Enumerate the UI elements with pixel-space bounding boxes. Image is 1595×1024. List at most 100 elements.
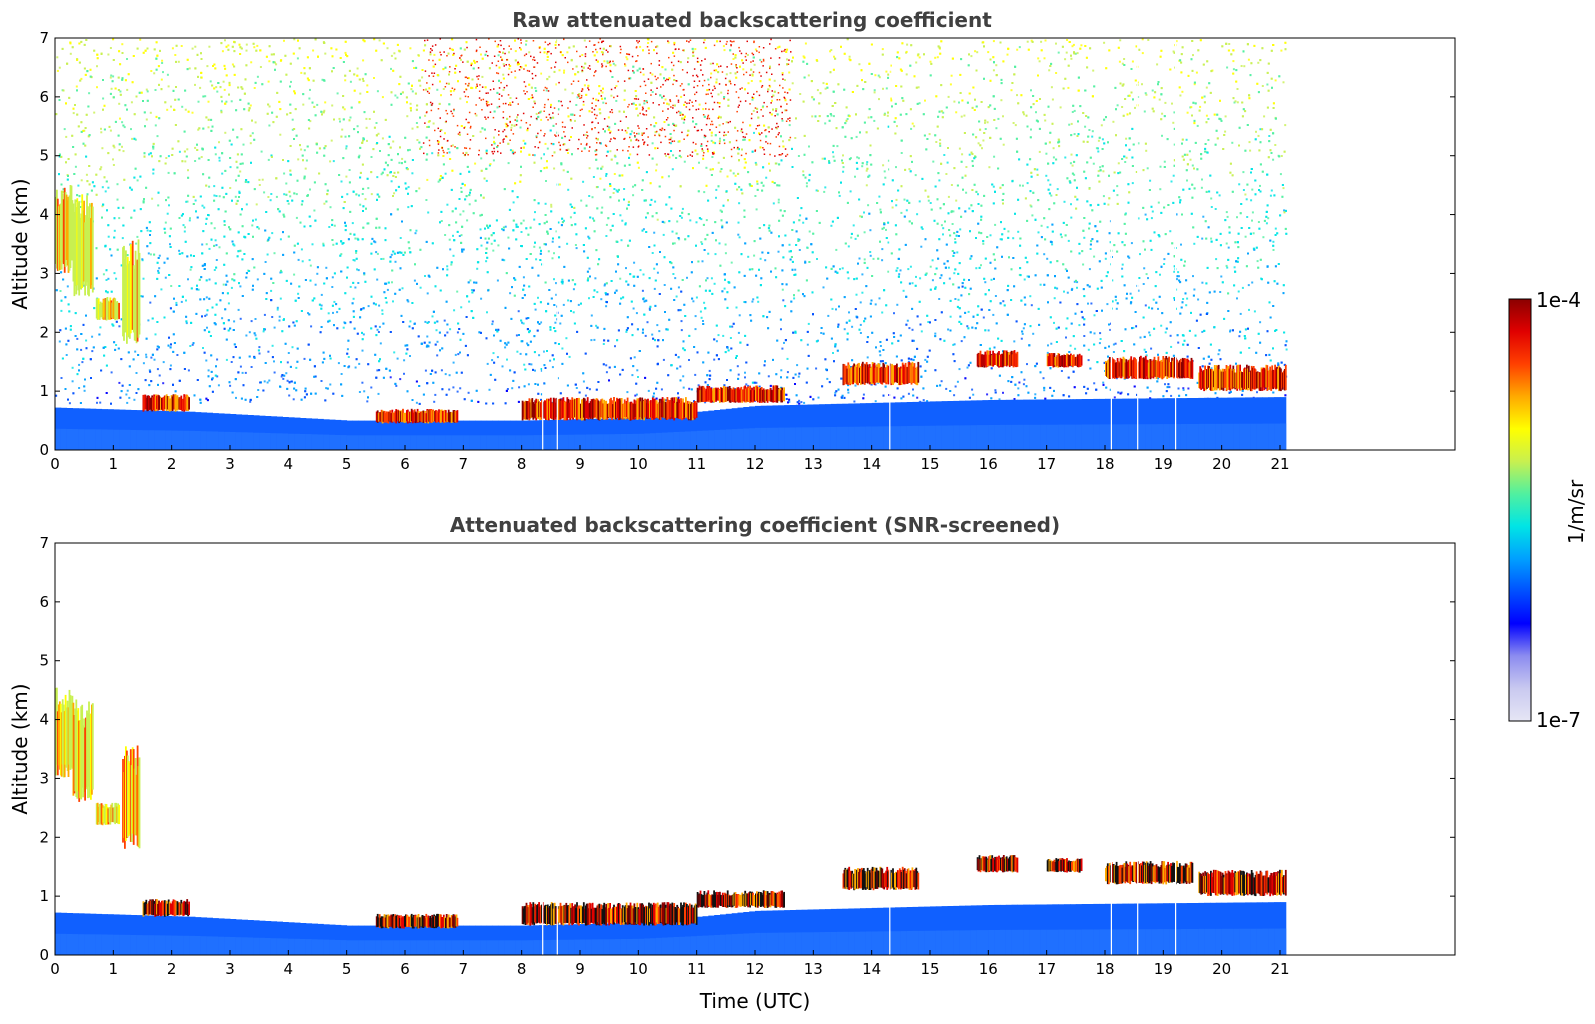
x-tick-label: 19 [1154,960,1173,978]
y-tick-label: 2 [39,323,49,341]
x-tick-label: 0 [50,960,60,978]
screened-panel-title: Attenuated backscattering coefficient (S… [450,513,1060,537]
colorbar-max-label: 1e-4 [1536,288,1581,312]
cloud-layer [72,194,94,297]
cloud-layer [696,385,785,403]
y-tick-label: 4 [39,206,49,224]
cloud-layer [842,866,920,891]
x-tick-label: 10 [629,455,648,473]
x-tick-label: 4 [284,960,294,978]
y-tick-label: 1 [39,887,49,905]
cloud-layer [842,361,920,386]
cloud-layer [375,913,459,929]
cloud-layer [72,699,94,802]
screened-y-ticks: 0 1 2 3 4 5 6 7 [39,534,1455,964]
x-tick-label: 20 [1212,455,1231,473]
x-tick-label: 6 [400,960,410,978]
y-tick-label: 3 [39,264,49,282]
x-tick-label: 11 [687,455,706,473]
screened-y-axis-label: Altitude (km) [8,683,32,814]
x-tick-label: 7 [459,960,469,978]
cloud-layer [142,394,190,412]
y-tick-label: 6 [39,593,49,611]
x-tick-label: 11 [687,960,706,978]
cloud-layers [55,185,1287,424]
x-tick-label: 18 [1095,960,1114,978]
colorbar-unit-label: 1/m/sr [1564,479,1588,544]
cloud-layers [55,687,1287,929]
x-tick-label: 5 [342,960,352,978]
colorbar-min-label: 1e-7 [1536,708,1581,732]
x-tick-label: 16 [979,960,998,978]
x-tick-label: 18 [1095,455,1114,473]
x-tick-label: 7 [459,455,469,473]
cloud-layer [55,687,74,778]
cloud-layer [1105,355,1194,380]
x-tick-label: 3 [225,455,235,473]
cloud-layer [976,855,1019,873]
screened-x-ticks: 0 1 2 3 4 5 6 7 8 9 10 11 12 13 14 15 16 17 18 19 20 21 [50,950,1290,978]
y-tick-label: 1 [39,382,49,400]
x-tick-label: 21 [1270,960,1289,978]
y-tick-label: 6 [39,88,49,106]
x-tick-label: 2 [167,455,177,473]
cloud-layer [95,297,120,321]
x-tick-label: 17 [1037,960,1056,978]
y-tick-label: 5 [39,652,49,670]
x-tick-label: 3 [225,960,235,978]
x-tick-label: 20 [1212,960,1231,978]
screened-heatmap-area [55,543,1287,955]
x-tick-label: 15 [920,455,939,473]
snr-screened-panel: Attenuated backscattering coefficient (S… [8,513,1456,1013]
x-tick-label: 19 [1154,455,1173,473]
x-tick-label: 9 [575,455,585,473]
x-tick-label: 13 [804,960,823,978]
y-tick-label: 5 [39,147,49,165]
cloud-layer [696,890,785,908]
raw-backscatter-panel: Raw attenuated backscattering coefficien… [8,8,1456,473]
x-tick-label: 2 [167,960,177,978]
data-gaps [542,543,1177,955]
cloud-layer [375,408,459,424]
boundary-layer [55,397,1287,450]
x-tick-label: 9 [575,960,585,978]
raw-x-ticks: 0 1 2 3 4 5 6 7 8 9 10 11 12 13 14 15 16 17 18 19 20 21 [50,445,1290,473]
raw-y-ticks: 0 1 2 3 4 5 6 7 [39,29,1455,459]
x-tick-label: 14 [862,960,881,978]
cloud-layer [122,239,141,344]
x-tick-label: 1 [109,960,119,978]
cloud-layer [976,350,1019,368]
x-tick-label: 12 [745,960,764,978]
y-tick-label: 0 [39,441,49,459]
cloud-layer [142,899,190,917]
x-tick-label: 15 [920,960,939,978]
x-tick-label: 10 [629,960,648,978]
high-noise-streaks [422,38,792,158]
cloud-layer [1198,364,1287,392]
x-tick-label: 8 [517,455,527,473]
x-tick-label: 12 [745,455,764,473]
x-axis-label: Time (UTC) [699,989,811,1013]
x-tick-label: 0 [50,455,60,473]
y-tick-label: 4 [39,711,49,729]
cloud-layer [55,185,74,273]
cloud-layer [122,745,141,849]
x-tick-label: 5 [342,455,352,473]
cloud-layer [1046,858,1083,873]
x-tick-label: 6 [400,455,410,473]
noise-field [55,38,1288,405]
cloud-layer [521,902,698,926]
x-tick-label: 1 [109,455,119,473]
y-tick-label: 2 [39,828,49,846]
data-gaps [542,38,1177,450]
x-tick-label: 8 [517,960,527,978]
y-tick-label: 0 [39,946,49,964]
cloud-layer [95,802,120,826]
x-tick-label: 13 [804,455,823,473]
x-tick-label: 4 [284,455,294,473]
y-tick-label: 7 [39,29,49,47]
raw-heatmap-area [55,38,1288,450]
raw-y-axis-label: Altitude (km) [8,178,32,309]
y-tick-label: 3 [39,769,49,787]
